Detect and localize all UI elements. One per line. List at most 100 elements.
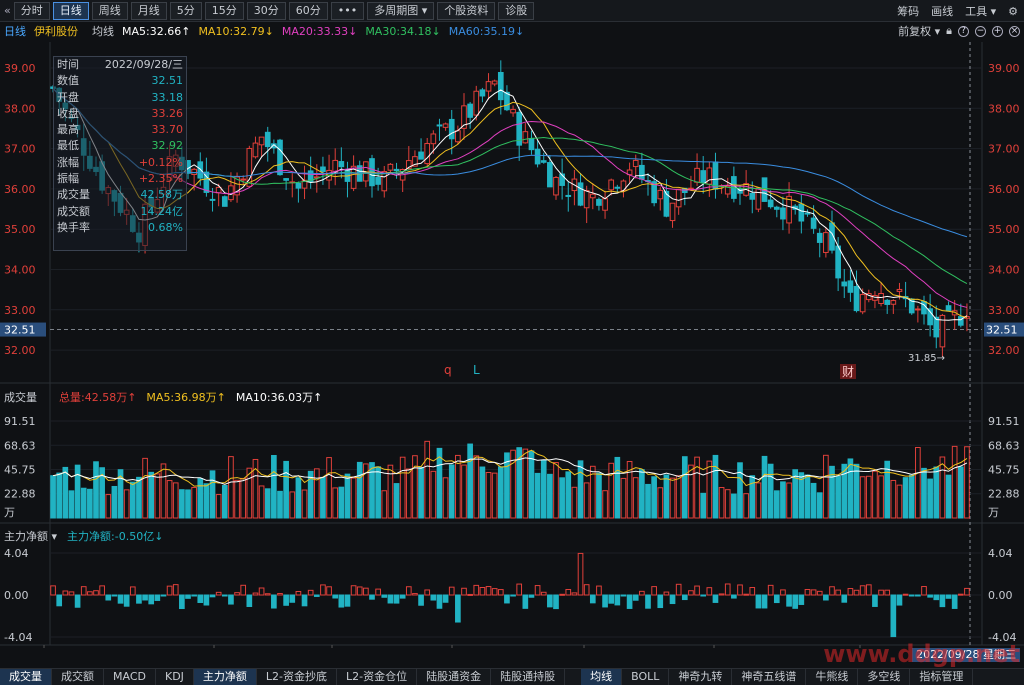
lock-icon[interactable]: 🔒︎ — [946, 24, 952, 37]
tab-indicator[interactable]: 主力净额 — [193, 669, 257, 685]
info-key: 成交量 — [57, 188, 90, 202]
flow-bar — [307, 589, 314, 596]
tab-indicator[interactable]: L2-资金抄底 — [257, 669, 338, 685]
tab-indicator[interactable]: 神奇九转 — [669, 669, 733, 685]
volume-bar — [780, 481, 786, 519]
tab-indicator[interactable]: 均线 — [581, 669, 623, 685]
period-monthly[interactable]: 月线 — [130, 1, 167, 20]
help-icon[interactable]: ? — [958, 25, 969, 37]
volume-bar — [700, 492, 707, 519]
tab-indicator[interactable]: L2-资金仓位 — [337, 669, 418, 685]
stock-name[interactable]: 伊利股份 — [34, 25, 78, 38]
tools-button[interactable]: 工具 ▾ — [965, 3, 996, 19]
tab-indicator[interactable]: MACD — [104, 669, 156, 685]
flow-bar — [172, 584, 179, 596]
volume-bar — [221, 485, 228, 519]
tab-indicator[interactable]: KDJ — [156, 669, 194, 685]
flow-bar — [915, 594, 921, 597]
vol-tick-left: 22.88 — [4, 488, 36, 501]
volume-bar — [399, 456, 406, 519]
info-row: 成交额 14.24亿 — [54, 204, 186, 220]
tab-indicator[interactable]: 陆股通资金 — [417, 669, 492, 685]
info-key: 时间 — [57, 58, 79, 71]
period-60min[interactable]: 60分 — [288, 1, 328, 20]
volume-bar — [283, 460, 289, 519]
period-5min[interactable]: 5分 — [169, 1, 202, 20]
info-key: 开盘 — [57, 90, 79, 104]
flow-bar — [614, 594, 621, 606]
stock-info-button[interactable]: 个股资料 — [437, 1, 496, 20]
candle-body — [209, 198, 216, 201]
vol-tick-right: 68.63 — [988, 439, 1020, 452]
chip-button[interactable]: 筹码 — [897, 5, 920, 18]
draw-line-button[interactable]: 画线 — [931, 5, 954, 18]
info-row: 收盘 33.26 — [54, 106, 186, 122]
candle-body — [639, 164, 645, 180]
flow-bar — [540, 591, 547, 596]
flow-bar — [191, 594, 197, 597]
flow-bar — [510, 594, 516, 597]
volume-bar — [651, 476, 657, 519]
tab-indicator[interactable]: 陆股通持股 — [491, 669, 566, 685]
candle-body — [737, 188, 743, 194]
adjust-dropdown[interactable]: 前复权 ▾ — [898, 23, 940, 39]
tab-indicator[interactable]: BOLL — [622, 669, 670, 685]
period-30min[interactable]: 30分 — [246, 1, 286, 20]
candle-body — [252, 142, 259, 158]
flow-bar — [479, 587, 486, 596]
flow-bar — [847, 588, 854, 596]
flow-title[interactable]: 主力净额 ▾ — [4, 528, 57, 544]
flow-bar — [559, 593, 565, 596]
flow-bar — [841, 594, 848, 603]
volume-bar — [461, 464, 467, 519]
flow-legend: 主力净额 ▾ 主力净额:-0.50亿↓ — [4, 529, 163, 543]
flow-bar — [773, 594, 780, 604]
period-weekly[interactable]: 周线 — [91, 1, 128, 20]
chevron-left-icon[interactable]: « — [4, 4, 11, 17]
settings-icon[interactable]: ⚙ — [1008, 4, 1018, 18]
volume-bar — [424, 440, 431, 519]
candle-body — [816, 232, 823, 243]
flow-bar — [203, 594, 210, 606]
flow-bar — [816, 590, 823, 596]
low-price-label: 31.85→ — [908, 353, 945, 364]
flow-bar — [810, 589, 817, 596]
volume-bar — [320, 476, 326, 519]
tab-indicator[interactable]: 成交额 — [52, 669, 104, 685]
tab-indicator[interactable]: 多空线 — [858, 669, 911, 685]
volume-bar — [56, 472, 63, 519]
period-daily[interactable]: 日线 — [52, 1, 89, 20]
more-button[interactable]: ••• — [330, 1, 365, 20]
tab-indicator[interactable]: 神奇五线谱 — [732, 669, 807, 685]
info-row: 最高 33.70 — [54, 122, 186, 138]
price-tick-right: 39.00 — [988, 62, 1020, 75]
candle-body — [706, 167, 713, 185]
candle-body — [387, 163, 394, 171]
ma10-value: MA10:32.79↓ — [198, 24, 274, 38]
flow-bar — [369, 594, 375, 600]
period-15min[interactable]: 15分 — [204, 1, 244, 20]
period-intraday[interactable]: 分时 — [13, 1, 50, 20]
close-icon[interactable]: × — [1009, 25, 1020, 37]
zoom-in-icon[interactable]: + — [992, 25, 1003, 37]
volume-bar — [755, 482, 762, 519]
flow-bar — [522, 594, 529, 609]
volume-ma-lines — [52, 449, 968, 487]
volume-bar — [240, 477, 247, 519]
candle-body — [381, 171, 388, 192]
tab-indicator[interactable]: 指标管理 — [910, 669, 974, 685]
candle-body — [436, 124, 443, 127]
volume-bar — [540, 459, 547, 519]
diagnose-button[interactable]: 诊股 — [498, 1, 535, 20]
multi-period-dropdown[interactable]: 多周期图 ▾ — [367, 1, 435, 20]
avg-label[interactable]: 均线 — [92, 25, 114, 38]
volume-bar — [743, 493, 749, 519]
flow-bar — [136, 594, 142, 604]
tab-indicator[interactable]: 牛熊线 — [806, 669, 859, 685]
candle-body — [455, 130, 461, 143]
volume-bar — [571, 486, 578, 519]
volume-bar — [853, 463, 860, 519]
tab-indicator[interactable]: 成交量 — [0, 669, 52, 685]
volume-bar — [792, 469, 799, 519]
zoom-out-icon[interactable]: − — [975, 25, 986, 37]
